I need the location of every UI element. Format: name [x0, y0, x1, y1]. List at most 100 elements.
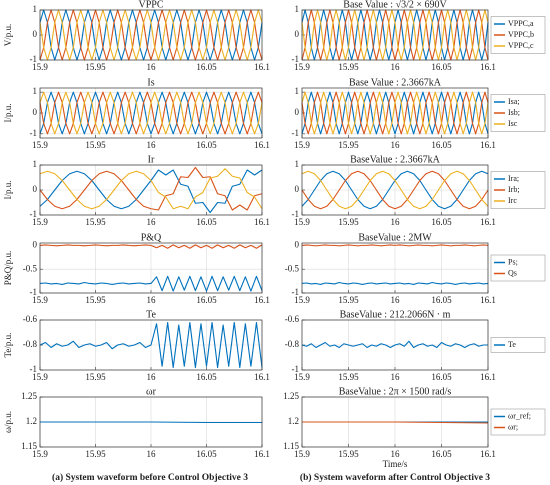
x-tick-label: 15.95 [338, 217, 359, 227]
axes-frame [301, 242, 489, 294]
legend-box [490, 254, 546, 282]
x-tick-label: 15.95 [85, 140, 106, 150]
x-tick-label: 16.05 [431, 217, 452, 227]
y-tick-label: 0 [33, 107, 38, 117]
x-tick-label: 16.1 [480, 217, 496, 227]
y-tick-label: 0 [295, 184, 300, 194]
y-tick-label: -1 [30, 128, 38, 138]
x-tick-label: 16 [147, 449, 157, 459]
series-line [301, 91, 489, 135]
x-tick-label: 16 [391, 140, 401, 150]
caption: (a) System waveform before Control Objec… [52, 472, 248, 483]
y-tick-label: -0.6 [23, 314, 38, 324]
x-tick-label: 15.95 [338, 62, 359, 72]
x-tick-label: 16 [147, 217, 157, 227]
x-tick-label: 16.05 [196, 372, 217, 382]
legend-label: Isb; [508, 108, 520, 117]
x-tick-label: 15.95 [338, 295, 359, 305]
y-tick-label: -1 [292, 54, 300, 64]
x-tick-label: 15.9 [294, 140, 310, 150]
x-tick-label: 16 [391, 295, 401, 305]
x-tick-label: 16.1 [254, 217, 270, 227]
x-tick-label: 16 [147, 295, 157, 305]
x-tick-label: 16.05 [196, 140, 217, 150]
x-tick-label: 16.1 [254, 62, 270, 72]
y-tick-label: 1.15 [283, 441, 299, 451]
y-tick-label: 1 [33, 4, 38, 14]
x-tick-label: 15.9 [32, 217, 48, 227]
chart-title: VPPC [138, 0, 163, 10]
chart-title: ωr [146, 386, 157, 397]
y-axis-label: P&Q/p.u. [3, 251, 13, 286]
y-tick-label: -1 [292, 209, 300, 219]
legend-box [490, 94, 546, 132]
chart-title: Base Value : √3/2 × 690V [343, 0, 447, 10]
x-tick-label: 15.9 [294, 295, 310, 305]
axes-frame [39, 319, 263, 371]
chart-title: Base Value : 2.3667kA [349, 77, 442, 88]
caption: (b) System waveform after Control Object… [300, 472, 490, 483]
x-tick-label: 16.1 [480, 295, 496, 305]
x-tick-label: 15.95 [85, 295, 106, 305]
axes-frame [39, 396, 263, 448]
x-tick-label: 15.95 [85, 62, 106, 72]
x-tick-label: 15.95 [85, 449, 106, 459]
y-tick-label: -1 [292, 287, 300, 297]
y-tick-label: 0 [33, 239, 38, 249]
axes-frame [39, 87, 263, 139]
series-line [39, 168, 263, 210]
y-tick-label: 1 [33, 159, 38, 169]
x-tick-label: 16.05 [196, 62, 217, 72]
x-tick-label: 16.1 [480, 62, 496, 72]
axes-frame [301, 87, 489, 139]
axes-frame [301, 9, 489, 61]
x-tick-label: 16 [391, 217, 401, 227]
x-tick-label: 16 [391, 449, 401, 459]
x-tick-label: 16.05 [431, 140, 452, 150]
x-tick-label: 16 [391, 62, 401, 72]
x-tick-label: 15.95 [338, 372, 359, 382]
chart-title: Is [147, 77, 154, 88]
x-tick-label: 16.1 [480, 372, 496, 382]
legend-label: VPPC,a [508, 19, 534, 28]
series-line [301, 340, 488, 349]
legend-label: VPPC,b [508, 30, 534, 39]
x-tick-label: 16.1 [254, 295, 270, 305]
y-tick-label: -1 [30, 54, 38, 64]
legend-box [490, 408, 546, 436]
legend-label: Isc [508, 119, 518, 128]
y-tick-label: 1 [295, 4, 300, 14]
series-line [39, 321, 263, 369]
legend-label: Isa; [508, 97, 520, 106]
legend-label: Te [508, 340, 516, 349]
x-tick-label: 15.95 [85, 217, 106, 227]
y-tick-label: -1 [30, 364, 38, 374]
chart-title: Te [146, 309, 156, 320]
y-tick-label: 0 [33, 184, 38, 194]
y-tick-label: 1.2 [288, 416, 299, 426]
y-axis-label: I/p.u. [3, 181, 13, 200]
x-tick-label: 15.9 [294, 449, 310, 459]
y-tick-label: 1 [295, 86, 300, 96]
y-tick-label: 0 [295, 29, 300, 39]
y-tick-label: 1 [295, 159, 300, 169]
axes-frame [301, 396, 489, 448]
y-tick-label: -1 [292, 128, 300, 138]
series-line [301, 244, 489, 247]
x-tick-label: 16.05 [196, 449, 217, 459]
x-tick-label: 16.1 [254, 140, 270, 150]
legend-label: Irc [508, 196, 517, 205]
axes-frame [39, 242, 263, 294]
legend-label: Ira; [508, 174, 519, 183]
x-axis-label: Time/s [383, 459, 408, 469]
x-tick-label: 15.9 [32, 449, 48, 459]
x-tick-label: 15.9 [294, 62, 310, 72]
y-axis-label: ω/p.u. [3, 411, 13, 433]
y-tick-label: 1 [33, 86, 38, 96]
axes-frame [39, 9, 263, 61]
chart-title: Ir [148, 154, 155, 165]
y-tick-label: 1.15 [21, 441, 37, 451]
axes-frame [39, 164, 263, 216]
y-tick-label: -1 [30, 287, 38, 297]
axes-frame [301, 164, 489, 216]
